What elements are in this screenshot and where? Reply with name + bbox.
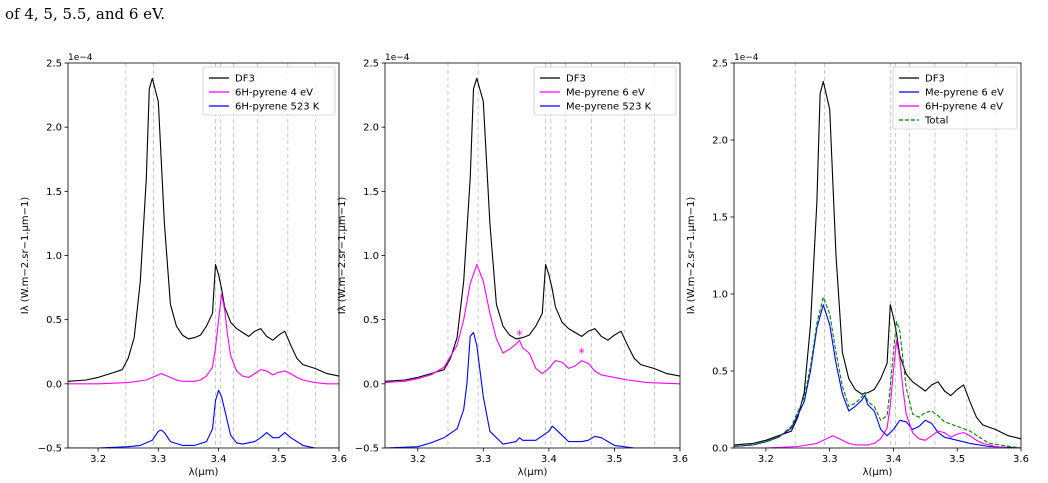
y-multiplier: 1e−4 [385,53,410,63]
chart-panel-1: 3.2 3.3 3.4 3.5 3.6 −0.5 0.0 0.5 1.0 1.5 2.0 2.5 1e−… [20,53,347,478]
y-tick-label: 0.0 [363,379,379,390]
series-line-me-pyrene-6-ev [385,263,680,385]
y-axis-title: Iλ (W.m−2.sr−1.μm−1) [337,197,348,315]
legend-label: DF3 [235,74,255,85]
x-tick-label: 3.6 [331,454,347,465]
x-tick-label: 3.4 [541,454,557,465]
y-tick-label: −0.5 [38,444,62,455]
legend-label: 6H-pyrene 523 K [235,102,320,113]
chart-panel-3: 3.2 3.3 3.4 3.5 3.6 0.0 0.5 1.0 1.5 2.0 2.5 1e−4 λ(μ… [686,53,1029,478]
legend-label: 6H-pyrene 4 eV [235,88,313,99]
y-tick-label: 0.5 [712,367,728,378]
axes-frame [733,62,1022,449]
y-tick-label: 2.5 [363,59,379,70]
legend: DF3 Me-pyrene 6 eV Me-pyrene 523 K [533,66,677,116]
legend-box [202,66,336,116]
series-line-df3 [734,80,1021,446]
legend-label: Me-pyrene 523 K [566,102,652,113]
y-tick-label: 1.0 [712,290,728,301]
axes-frame [384,62,681,449]
legend-label: Me-pyrene 6 eV [566,88,645,99]
x-axis-title: λ(μm) [863,467,893,478]
x-tick-label: 3.3 [475,454,491,465]
y-axis-title: Iλ (W.m−2.sr−1.μm−1) [686,197,697,315]
x-tick-label: 3.2 [410,454,426,465]
legend-box [892,66,1018,130]
series-line-me-pyrene-523-k [385,331,680,448]
y-multiplier: 1e−4 [734,53,759,63]
series-line-df3 [68,77,339,382]
x-tick-label: 3.2 [90,454,106,465]
legend: DF3 Me-pyrene 6 eV 6H-pyrene 4 eV Total [892,66,1018,130]
y-tick-label: 2.0 [712,136,728,147]
y-tick-label: 1.5 [363,187,379,198]
y-tick-label: 2.5 [46,59,62,70]
x-tick-label: 3.6 [1013,454,1029,465]
y-axis-title: Iλ (W.m−2.sr−1.μm−1) [20,197,31,315]
caption-text: of 4, 5, 5.5, and 6 eV. [5,5,166,23]
legend-label: Me-pyrene 6 eV [925,88,1004,99]
series-line-total [734,296,1021,448]
series-line-6h-pyrene-4-ev [68,293,339,385]
x-tick-label: 3.4 [885,454,901,465]
y-tick-label: 1.0 [363,251,379,262]
x-tick-label: 3.2 [758,454,774,465]
x-axis-title: λ(μm) [189,467,219,478]
x-tick-label: 3.5 [949,454,965,465]
x-tick-label: 3.5 [606,454,622,465]
series-line-6h-pyrene-523-k [68,389,339,448]
y-tick-label: 0.0 [46,379,62,390]
plot-area [385,77,680,448]
x-tick-label: 3.3 [822,454,838,465]
legend: DF3 6H-pyrene 4 eV 6H-pyrene 523 K [202,66,336,116]
star-marker-2: * [579,346,585,360]
series-line-6h-pyrene-4-ev [734,339,1021,448]
plot-area [68,77,339,448]
plot-area [734,80,1021,448]
x-tick-label: 3.3 [150,454,166,465]
x-axis-title: λ(μm) [518,467,548,478]
x-tick-label: 3.4 [211,454,227,465]
y-tick-label: 0.5 [363,315,379,326]
y-tick-label: 1.5 [46,187,62,198]
y-multiplier: 1e−4 [68,53,93,63]
axes-frame [67,62,340,449]
y-tick-label: −0.5 [355,444,379,455]
star-marker-1: * [516,328,522,342]
series-line-me-pyrene-6-ev [734,304,1021,448]
y-tick-label: 1.5 [712,213,728,224]
y-tick-label: 2.5 [712,59,728,70]
y-tick-label: 0.5 [46,315,62,326]
legend-label: DF3 [566,74,586,85]
x-tick-label: 3.6 [672,454,688,465]
chart-panel-2: * * 3.2 3.3 3.4 3.5 3.6 −0.5 0.0 0.5 1.0 1.5 2.0 2.5 1… [337,53,688,478]
y-tick-label: 2.0 [46,123,62,134]
legend-label: 6H-pyrene 4 eV [925,102,1003,113]
y-tick-label: 2.0 [363,123,379,134]
legend-label: Total [924,116,948,127]
y-tick-label: 0.0 [712,444,728,455]
y-tick-label: 1.0 [46,251,62,262]
legend-label: DF3 [925,74,945,85]
series-line-df3 [385,77,680,382]
legend-box [533,66,677,116]
x-tick-label: 3.5 [271,454,287,465]
